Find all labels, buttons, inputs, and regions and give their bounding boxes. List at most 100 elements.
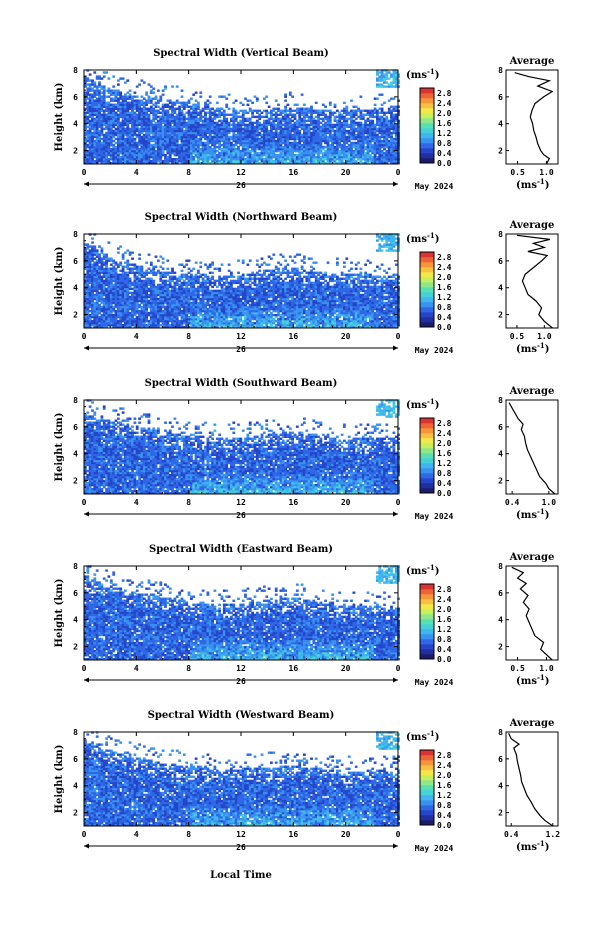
heatmap-cell [138, 289, 141, 293]
heatmap-cell [159, 133, 163, 137]
heatmap-cell [171, 135, 174, 139]
heatmap-cell [84, 291, 87, 295]
heatmap-cell [175, 123, 179, 127]
heatmap-cell [392, 85, 396, 88]
heatmap-cell [119, 121, 123, 125]
heatmap-cell [227, 141, 231, 145]
heatmap-cell [241, 131, 245, 135]
heatmap-cell [102, 145, 106, 149]
heatmap-cell [397, 131, 400, 135]
heatmap-cell [105, 279, 108, 283]
heatmap-cell [171, 133, 174, 137]
heatmap-cell [107, 257, 111, 260]
heatmap-cell [220, 95, 224, 98]
heatmap-cell [321, 151, 325, 155]
heatmap-cell [159, 129, 163, 133]
heatmap-cell [331, 160, 335, 163]
heatmap-cell [171, 109, 174, 112]
heatmap-cell [133, 151, 137, 155]
heatmap-cell [272, 107, 276, 110]
heatmap-cell [232, 117, 236, 121]
heatmap-cell [154, 289, 158, 293]
heatmap-cell [142, 133, 146, 137]
heatmap-cell [88, 93, 92, 96]
heatmap-cell [145, 119, 148, 123]
heatmap-cell [105, 261, 108, 264]
heatmap-cell [371, 145, 375, 149]
heatmap-cell [157, 109, 160, 112]
heatmap-cell [255, 115, 259, 119]
heatmap-cell [117, 133, 120, 137]
heatmap-cell [93, 151, 97, 155]
heatmap-cell [338, 111, 342, 114]
heatmap-cell [286, 139, 290, 143]
heatmap-cell [109, 149, 113, 153]
heatmap-cell [161, 319, 165, 323]
heatmap-cell [121, 141, 125, 145]
heatmap-cell [100, 291, 104, 295]
heatmap-cell [369, 127, 372, 131]
heatmap-cell [140, 119, 144, 123]
heatmap-cell [354, 137, 358, 141]
heatmap-cell [102, 111, 106, 114]
heatmap-cell [142, 289, 146, 293]
heatmap-cell [397, 105, 400, 108]
heatmap-cell [357, 109, 360, 112]
heatmap-cell [293, 131, 297, 135]
heatmap-cell [114, 91, 118, 94]
heatmap-cell [152, 155, 156, 159]
heatmap-cell [100, 158, 104, 161]
heatmap-cell [274, 113, 278, 116]
heatmap-cell [331, 137, 335, 141]
heatmap-cell [314, 119, 318, 123]
heatmap-cell [152, 97, 156, 100]
heatmap-cell [394, 129, 398, 133]
heatmap-cell [345, 107, 349, 110]
heatmap-cell [279, 137, 283, 141]
heatmap-cell [187, 127, 191, 131]
heatmap-cell [152, 293, 156, 297]
heatmap-cell [147, 295, 151, 299]
heatmap-cell [164, 127, 167, 131]
heatmap-cell [168, 107, 172, 110]
heatmap-cell [197, 129, 200, 133]
heatmap-cell [336, 137, 339, 141]
heatmap-cell [86, 315, 90, 319]
heatmap-cell [286, 141, 290, 145]
heatmap-cell [84, 243, 87, 246]
heatmap-cell [385, 81, 389, 84]
heatmap-cell [378, 139, 382, 143]
heatmap-cell [246, 131, 250, 135]
heatmap-cell [274, 139, 278, 143]
heatmap-cell [272, 160, 276, 163]
heatmap-cell [105, 121, 108, 125]
heatmap-cell [293, 162, 297, 165]
heatmap-cell [220, 131, 224, 135]
heatmap-cell [286, 129, 290, 133]
heatmap-cell [369, 131, 372, 135]
heatmap-cell [109, 117, 113, 121]
heatmap-cell [102, 285, 106, 289]
heatmap-cell [359, 149, 363, 153]
heatmap-cell [397, 75, 400, 78]
heatmap-cell [135, 85, 139, 88]
heatmap-cell [93, 249, 97, 252]
heatmap-cell [215, 107, 219, 110]
heatmap-cell [84, 151, 87, 155]
heatmap-cell [109, 133, 113, 137]
heatmap-cell [347, 147, 351, 151]
heatmap-cell [263, 133, 266, 137]
heatmap-cell [133, 287, 137, 291]
heatmap-cell [277, 127, 280, 131]
heatmap-cell [270, 162, 273, 165]
heatmap-cell [128, 121, 132, 125]
heatmap-cell [277, 162, 280, 165]
heatmap-cell [326, 127, 330, 131]
heatmap-cell [112, 151, 116, 155]
heatmap-cell [345, 139, 349, 143]
heatmap-cell [91, 121, 94, 125]
heatmap-cell [392, 151, 396, 155]
heatmap-cell [117, 105, 120, 108]
heatmap-cell [190, 151, 193, 155]
heatmap-cell [352, 143, 356, 147]
